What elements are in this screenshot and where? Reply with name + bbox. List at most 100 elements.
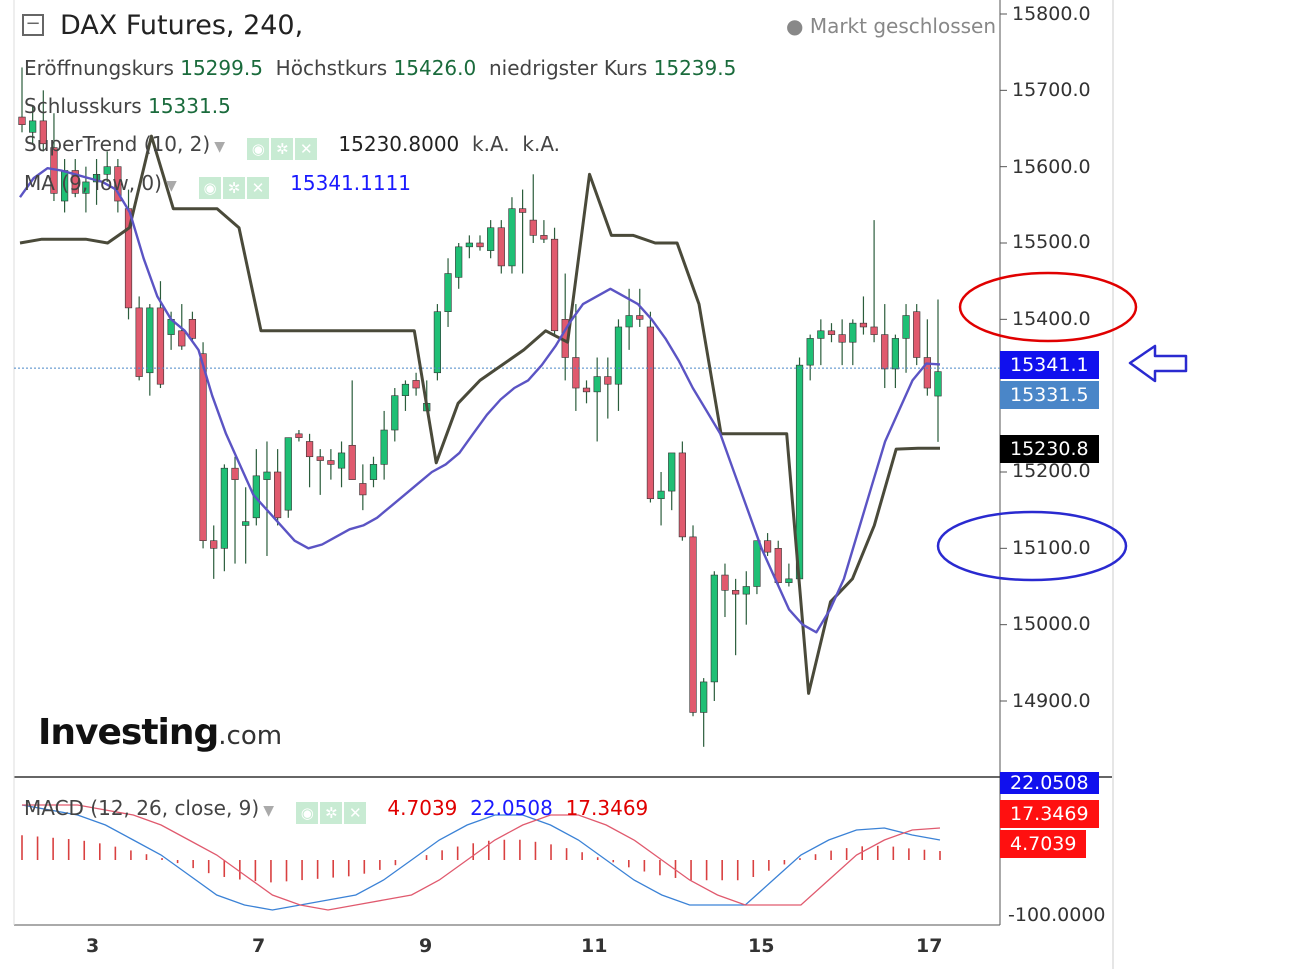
- candle-body: [710, 574, 718, 683]
- candle-body: [231, 467, 239, 480]
- y-tick: 15800.0: [1012, 3, 1091, 25]
- ma-price-tag: 15341.1: [1000, 351, 1099, 379]
- ohlc-row: Eröffnungskurs 15299.5 Höchstkurs 15426.…: [24, 56, 736, 80]
- supertrend-na-2: k.A.: [522, 132, 561, 156]
- candle-body: [604, 376, 612, 385]
- candle-body: [785, 578, 793, 583]
- candle-body: [529, 219, 537, 236]
- candle-body: [519, 208, 527, 213]
- ma-line: [19, 166, 941, 634]
- candle-body: [391, 395, 399, 431]
- candle-body: [305, 441, 314, 458]
- eye-icon[interactable]: ◉: [296, 802, 319, 824]
- low-value: 15239.5: [653, 56, 737, 80]
- gear-icon[interactable]: ✲: [271, 138, 294, 160]
- candle-body: [934, 371, 942, 397]
- supertrend-line: [19, 134, 940, 695]
- macd-row: MACD (12, 26, close, 9) ▼ ◉ ✲ ✕ 4.7039 22.0…: [24, 796, 648, 824]
- candle-body: [838, 334, 846, 343]
- candle-body: [327, 460, 335, 465]
- candle-body: [156, 307, 165, 385]
- candle-body: [817, 330, 825, 339]
- candle-body: [827, 330, 836, 335]
- candle-body: [178, 330, 186, 347]
- candle-body: [210, 540, 218, 549]
- candle-body: [274, 471, 282, 519]
- candle-body: [636, 315, 644, 320]
- high-value: 15426.0: [393, 56, 477, 80]
- collapse-icon[interactable]: −: [22, 14, 44, 36]
- y-tick: 15400.0: [1012, 308, 1091, 330]
- chevron-down-icon[interactable]: ▼: [165, 178, 177, 194]
- candle-body: [114, 166, 122, 202]
- close-label: Schlusskurs: [24, 94, 142, 118]
- signal-line: [22, 804, 941, 911]
- x-tick: 9: [419, 935, 433, 957]
- candle-body: [668, 452, 676, 492]
- macd-line: [21, 804, 941, 911]
- close-icon[interactable]: ✕: [344, 802, 367, 824]
- candle-body: [859, 322, 868, 328]
- market-status-text: Markt geschlossen: [809, 14, 997, 38]
- close-icon[interactable]: ✕: [247, 177, 270, 199]
- candle-body: [433, 311, 441, 374]
- candle-body: [700, 681, 708, 713]
- candle-body: [487, 227, 495, 251]
- candle-body: [295, 433, 303, 438]
- candle-body: [412, 380, 420, 389]
- candle-body: [806, 338, 814, 366]
- candle-body: [923, 357, 931, 389]
- candle-body: [39, 120, 47, 145]
- ma-row: MA (9, low, 0) ▼ ◉ ✲ ✕ 15341.1111: [24, 171, 411, 199]
- x-tick: 7: [252, 935, 266, 957]
- candle-body: [92, 174, 101, 183]
- logo-suffix: .com: [218, 721, 283, 751]
- candle-body: [550, 238, 559, 332]
- supertrend-price-tag: 15230.8: [1000, 435, 1099, 463]
- eye-icon[interactable]: ◉: [247, 138, 270, 160]
- hist-price-tag: 4.7039: [1000, 830, 1087, 858]
- candle-body: [891, 338, 899, 370]
- candle-body: [348, 444, 356, 480]
- gear-icon[interactable]: ✲: [223, 177, 246, 199]
- x-tick: 11: [581, 935, 608, 957]
- gear-icon[interactable]: ✲: [320, 802, 343, 824]
- candle-body: [678, 452, 686, 538]
- macd-hist-value: 4.7039: [387, 796, 458, 820]
- supertrend-label: SuperTrend (10, 2): [24, 132, 211, 156]
- candle-body: [220, 467, 228, 549]
- candle-body: [870, 326, 878, 335]
- candle-body: [146, 307, 154, 374]
- close-value: 15331.5: [148, 94, 231, 118]
- chevron-down-icon[interactable]: ▼: [263, 803, 274, 819]
- candle-body: [572, 357, 580, 389]
- candle-body: [732, 590, 740, 595]
- signal-price-tag: 17.3469: [1000, 800, 1099, 828]
- candle-body: [71, 170, 79, 194]
- annotation-red-ellipse: [958, 271, 1138, 343]
- logo-main: Investing: [38, 712, 219, 753]
- candle-body: [902, 315, 910, 339]
- candle-body: [881, 334, 889, 370]
- candle-body: [316, 456, 324, 461]
- investing-logo: Investing.com: [38, 712, 282, 753]
- y-tick: 15100.0: [1012, 537, 1091, 559]
- candle-body: [593, 376, 601, 393]
- chevron-down-icon[interactable]: ▼: [214, 139, 225, 155]
- candle-body: [199, 353, 207, 541]
- ma-label: MA (9, low, 0): [24, 171, 162, 195]
- y-tick: 15200.0: [1012, 460, 1091, 482]
- candle-body: [401, 383, 410, 396]
- candle-body: [582, 387, 591, 393]
- candle-body: [689, 536, 697, 713]
- chart-title: DAX Futures, 240,: [60, 10, 304, 41]
- y-tick: 15000.0: [1012, 613, 1091, 635]
- candle-body: [763, 540, 772, 553]
- candle-body: [742, 586, 750, 595]
- close-icon[interactable]: ✕: [295, 138, 318, 160]
- market-status: ● Markt geschlossen: [786, 14, 997, 38]
- candle-body: [455, 246, 463, 278]
- candle-body: [657, 490, 665, 500]
- eye-icon[interactable]: ◉: [199, 177, 222, 199]
- annotation-arrow: [1128, 344, 1188, 383]
